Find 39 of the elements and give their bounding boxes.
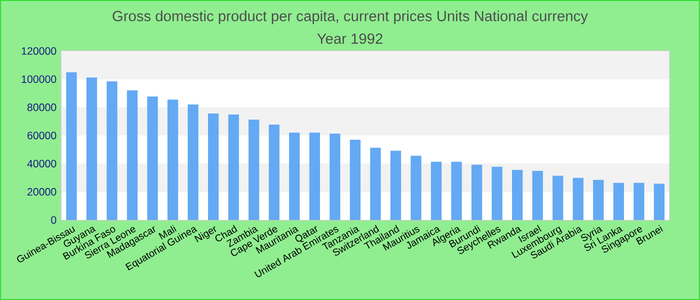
- bar: [654, 184, 665, 220]
- bar: [188, 104, 198, 220]
- bar: [410, 156, 422, 220]
- bar: [572, 178, 584, 220]
- bar: [451, 162, 462, 220]
- bar: [228, 114, 239, 220]
- bar: [330, 134, 340, 220]
- bar: [289, 132, 300, 220]
- y-tick-label: 20000: [28, 188, 56, 196]
- bar: [593, 180, 604, 220]
- bar: [350, 140, 361, 220]
- bar: [613, 182, 624, 220]
- bar: [512, 170, 523, 220]
- bar: [532, 170, 543, 220]
- bar: [86, 77, 98, 220]
- bar: [471, 164, 482, 220]
- bar: [552, 176, 564, 220]
- bar: [370, 148, 381, 220]
- y-tick-label: 60000: [28, 132, 56, 140]
- bar: [430, 162, 442, 220]
- bar: [390, 150, 402, 220]
- bar: [106, 81, 118, 220]
- y-tick-label: 80000: [27, 104, 56, 112]
- bar: [66, 72, 77, 220]
- y-tick-label: 100000: [22, 75, 56, 83]
- bar: [126, 90, 138, 220]
- bar: [634, 182, 644, 220]
- y-tick-label: 40000: [27, 160, 56, 168]
- bar: [147, 96, 158, 220]
- bar: [268, 124, 280, 220]
- bar: [167, 100, 178, 220]
- y-tick-label: 0: [51, 216, 56, 224]
- y-tick-label: 120000: [22, 47, 56, 55]
- chart-title: Gross domestic product per capita, current prices Units National currency: [112, 10, 588, 24]
- bar: [248, 120, 260, 220]
- bar: [309, 132, 320, 220]
- chart-subtitle: Year 1992: [317, 33, 382, 44]
- bar: [208, 114, 219, 220]
- bar: [492, 166, 502, 220]
